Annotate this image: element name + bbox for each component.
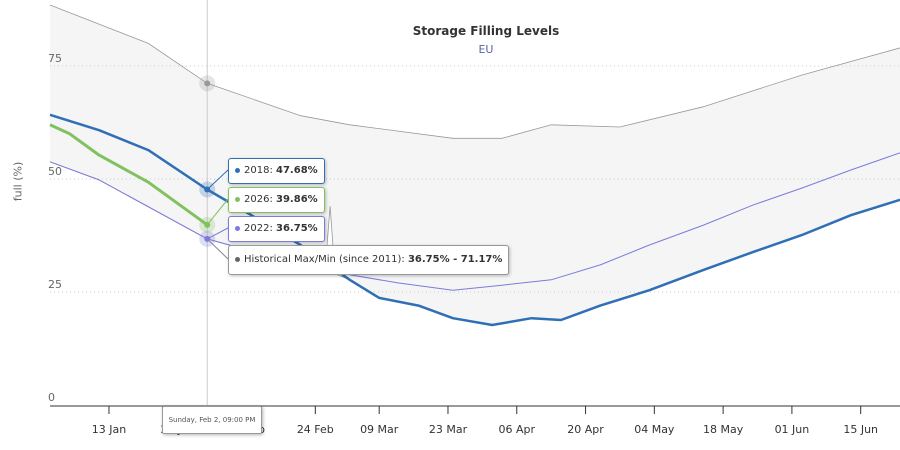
x-tick-label: 20 Apr	[567, 423, 604, 436]
chart-subtitle: EU	[478, 43, 494, 56]
x-tick-label: 09 Mar	[360, 423, 399, 436]
y-tick-label: 75	[48, 52, 62, 65]
legend-dot-icon	[235, 196, 240, 202]
tooltip-value: 36.75% - 71.17%	[407, 254, 503, 265]
legend-dot-icon	[235, 167, 240, 173]
tooltip-2022: 2022: 36.75%	[228, 216, 325, 242]
x-tick-label: 04 May	[634, 423, 675, 436]
tooltip-value: 47.68%	[276, 165, 318, 176]
tooltip-label: Historical Max/Min (since 2011)	[244, 254, 402, 265]
y-tick-label: 50	[48, 165, 62, 178]
tooltip-label: 2022	[244, 223, 270, 234]
x-tick-label: 13 Jan	[92, 423, 126, 436]
x-tick-label: 01 Jun	[775, 423, 810, 436]
y-tick-label: 0	[48, 391, 55, 404]
legend-dot-icon	[235, 256, 240, 262]
tooltip-connector	[206, 238, 229, 260]
tooltip-connector	[206, 198, 229, 226]
hover-marker-historical-max	[204, 80, 211, 87]
tooltip-2026: 2026: 39.86%	[228, 187, 325, 213]
y-axis-label: full (%)	[11, 161, 25, 202]
tooltip-historical: Historical Max/Min (since 2011): 36.75% …	[228, 245, 510, 275]
tooltip-label: 2018	[244, 165, 270, 176]
x-tick-label: 23 Mar	[429, 423, 468, 436]
x-tick-label: 18 May	[703, 423, 744, 436]
historical-max-line	[49, 4, 900, 139]
x-crosshair-tooltip: Sunday, Feb 2, 09:00 PM	[162, 406, 262, 434]
tooltip-value: 36.75%	[276, 223, 318, 234]
x-tick-label: 06 Apr	[498, 423, 535, 436]
y-tick-label: 25	[48, 278, 62, 291]
x-tick-label: 15 Jun	[843, 423, 878, 436]
tooltip-connector	[206, 169, 229, 190]
chart-title: Storage Filling Levels	[412, 24, 560, 38]
tooltip-connector	[206, 227, 229, 240]
tooltip-label: 2026	[244, 194, 270, 205]
tooltip-value: 39.86%	[276, 194, 318, 205]
x-tick-label: 24 Feb	[297, 423, 334, 436]
legend-dot-icon	[235, 225, 240, 231]
series-line-2018	[49, 113, 900, 327]
tooltip-2018: 2018: 47.68%	[228, 158, 325, 184]
series-line-2026	[49, 123, 209, 227]
